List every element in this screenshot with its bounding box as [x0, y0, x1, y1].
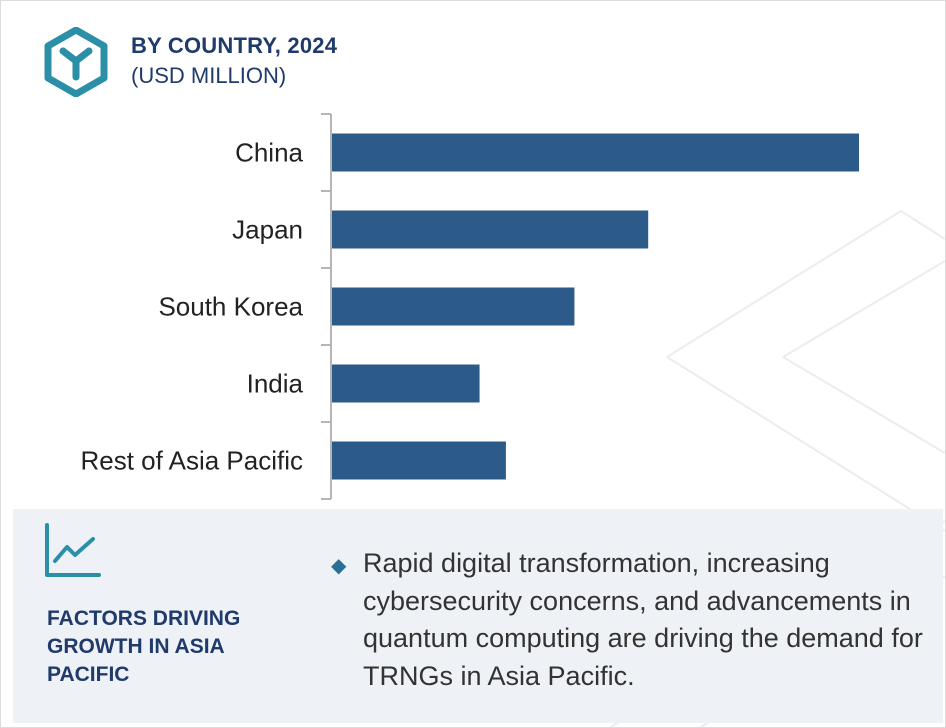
category-label: China: [235, 138, 303, 168]
bar-japan: [332, 210, 649, 249]
chart-title: BY COUNTRY, 2024: [131, 33, 338, 58]
factors-panel: FACTORS DRIVING GROWTH IN ASIA PACIFIC ◆…: [13, 509, 943, 723]
category-label: Japan: [232, 215, 303, 245]
bar-south-korea: [332, 287, 575, 326]
category-label: Rest of Asia Pacific: [80, 446, 303, 476]
bar-china: [332, 133, 859, 172]
bar-chart: China Japan South Korea India Rest of Asia P…: [80, 113, 859, 500]
bar-india: [332, 364, 480, 403]
chart-subtitle: (USD MILLION): [131, 63, 287, 88]
factor-bullet-text: Rapid digital transformation, increasing…: [363, 548, 923, 691]
trend-chart-icon: [45, 523, 101, 577]
factors-heading: FACTORS DRIVING GROWTH IN ASIA PACIFIC: [47, 607, 241, 686]
cube-y-icon: [44, 27, 108, 97]
category-label: South Korea: [158, 292, 303, 322]
category-label: India: [247, 369, 304, 399]
diamond-bullet-icon: ◆: [331, 555, 347, 577]
bar-rest-of-asia-pacific: [332, 441, 506, 480]
